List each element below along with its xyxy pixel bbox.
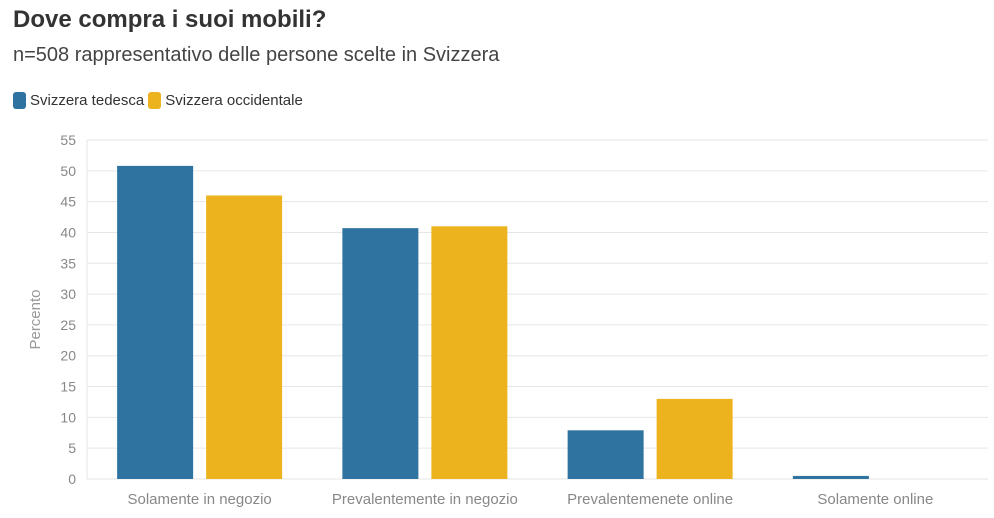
chart-title: Dove compra i suoi mobili? [13,6,327,33]
y-axis-ticks: 0 5 10 15 20 25 30 35 40 45 50 55 [60,132,76,487]
y-tick-label: 55 [60,132,76,148]
x-axis-categories: Solamente in negozio Prevalentemente in n… [127,491,933,508]
legend-swatch-series-1 [13,92,26,109]
bar-1[interactable] [567,430,644,479]
y-tick-label: 5 [68,440,76,456]
bar-2[interactable] [656,398,733,479]
bars [117,165,869,480]
y-axis-label: Percento [27,289,44,349]
legend-label-series-1: Svizzera tedesca [30,92,145,109]
x-category-label: Solamente online [817,491,933,508]
y-tick-label: 20 [60,348,76,364]
legend-swatch-series-2 [148,92,162,109]
chart-legend: Svizzera tedesca Svizzera occidentale [13,92,307,109]
legend-item-series-1[interactable]: Svizzera tedesca [13,92,144,109]
y-tick-label: 25 [60,317,76,333]
y-tick-label: 0 [68,471,76,487]
y-tick-label: 50 [60,163,76,179]
y-tick-label: 10 [60,409,76,425]
bar-2[interactable] [431,226,508,479]
y-tick-label: 15 [60,379,76,395]
legend-label-series-2: Svizzera occidentale [165,92,303,109]
y-tick-label: 30 [60,286,76,302]
bar-2[interactable] [206,195,283,480]
x-category-label: Prevalentemenete online [567,491,733,508]
y-tick-label: 40 [60,224,76,240]
x-category-label: Solamente in negozio [127,491,271,508]
chart-subtitle: n=508 rappresentativo delle persone scel… [13,44,500,66]
y-tick-label: 35 [60,255,76,271]
y-tick-label: 45 [60,194,76,210]
x-category-label: Prevalentemente in negozio [332,491,518,508]
legend-item-series-2[interactable]: Svizzera occidentale [148,92,303,109]
bar-1[interactable] [342,228,419,479]
bar-1[interactable] [117,165,194,479]
bar-1[interactable] [792,475,869,479]
